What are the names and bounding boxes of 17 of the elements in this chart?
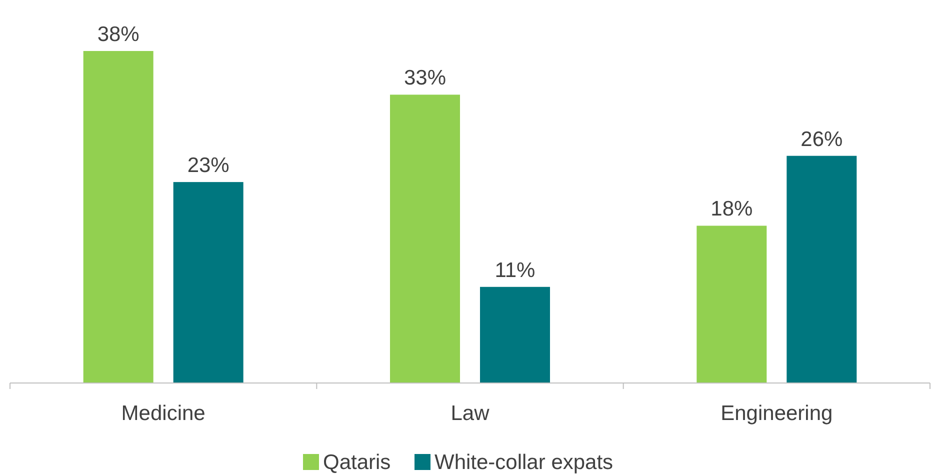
data-label: 11% — [494, 258, 536, 282]
legend-label: White-collar expats — [434, 451, 614, 474]
bar — [173, 182, 244, 383]
x-tick-label: Engineering — [720, 402, 833, 425]
data-label: 26% — [800, 128, 843, 151]
data-label: 18% — [710, 198, 753, 221]
bar — [696, 226, 767, 383]
data-label: 33% — [404, 66, 446, 90]
x-tick-label: Law — [450, 402, 490, 425]
data-label: 23% — [187, 154, 230, 178]
data-label: 38% — [97, 23, 140, 46]
bar — [83, 51, 154, 383]
bar — [786, 156, 857, 383]
bar — [390, 94, 460, 383]
bar — [480, 286, 550, 383]
legend-label: Qataris — [323, 451, 391, 474]
x-tick-label: Medicine — [121, 402, 206, 425]
